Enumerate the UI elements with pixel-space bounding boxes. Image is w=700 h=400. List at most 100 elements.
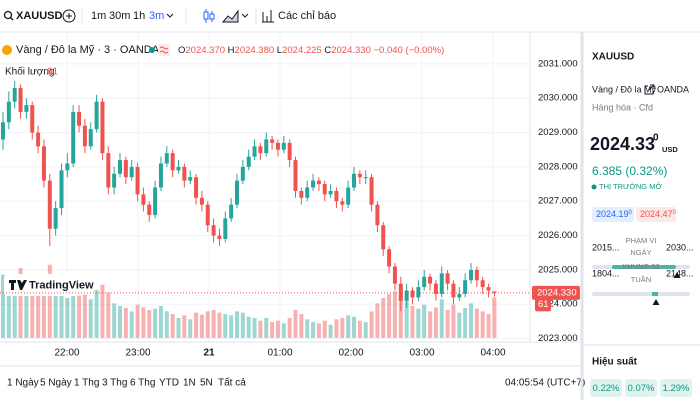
volume-bar <box>270 322 275 338</box>
candle-body <box>416 287 421 298</box>
day-range-fill <box>612 265 676 269</box>
volume-bar <box>170 314 175 338</box>
interval[interactable]: 1m <box>91 10 106 22</box>
ohlc-value: 2024.380 <box>235 45 275 56</box>
panel-status: THỊ TRƯỜNG MỞ <box>599 182 662 191</box>
candle-body <box>363 177 368 179</box>
logo: TradingView <box>29 279 94 291</box>
ohlc-key: L <box>277 45 282 56</box>
volume-bar <box>106 292 111 338</box>
volume-bar <box>486 314 491 338</box>
symbol-icon <box>2 45 12 55</box>
volume-bar <box>164 311 169 338</box>
ohlc-change: −0.040 (−0.00%) <box>374 45 445 56</box>
add-button[interactable] <box>62 9 76 23</box>
volume-bar <box>439 299 444 338</box>
candle-icon <box>203 11 209 20</box>
indicators-icon[interactable] <box>262 10 274 23</box>
volume-bar <box>240 312 245 338</box>
time-label: 22:00 <box>54 348 79 359</box>
candle-body <box>147 204 152 215</box>
range-button[interactable]: 5 Ngày <box>40 378 72 389</box>
candle-body <box>71 111 76 164</box>
range-button[interactable]: 6 Thg <box>130 378 155 389</box>
day-range-marker <box>673 272 681 278</box>
range-button[interactable]: 3 Thg <box>102 378 127 389</box>
volume-bar <box>217 312 222 338</box>
chevron[interactable] <box>241 13 249 18</box>
area-icon[interactable] <box>221 9 239 23</box>
candle-body <box>369 177 374 205</box>
candle-body <box>188 177 193 181</box>
candle-body <box>141 194 146 205</box>
interval-active[interactable]: 3m <box>149 10 164 22</box>
ohlc-key: H <box>228 45 235 56</box>
volume-bar <box>36 288 41 338</box>
volume-bar <box>369 311 374 338</box>
candle-body <box>410 290 415 298</box>
interval[interactable]: 1h <box>133 10 145 22</box>
price-tick-label: 2029.000 <box>538 127 578 138</box>
volume-bar <box>141 307 146 338</box>
range-button[interactable]: 5N <box>200 378 213 389</box>
volume-bar <box>129 311 134 338</box>
volume-bar <box>235 311 239 338</box>
link-icon[interactable] <box>644 84 655 95</box>
candle-body <box>486 287 491 291</box>
candle-body <box>422 276 427 288</box>
symbol[interactable]: XAUUSD <box>16 10 63 22</box>
ohlc-key: O <box>178 45 185 56</box>
panel-category: Hàng hóa · Cfd <box>592 102 653 112</box>
candle-body <box>445 273 450 284</box>
candle-body <box>41 146 46 181</box>
range-button[interactable]: Tất cả <box>218 377 246 389</box>
search-icon[interactable] <box>3 10 13 20</box>
volume-bar <box>252 318 257 338</box>
interval[interactable]: 30m <box>109 10 130 22</box>
status-dot <box>149 47 155 53</box>
candle-body <box>398 283 403 301</box>
range-button[interactable]: YTD <box>159 378 179 389</box>
price-tick-label: 2031.000 <box>538 58 578 69</box>
volume-bar <box>346 315 351 338</box>
candle-body <box>439 273 444 294</box>
time-label: 23:00 <box>125 348 150 359</box>
candle-body <box>375 204 380 226</box>
candle-body <box>387 249 392 267</box>
ohlc: O2024.370 H2024.380 L2024.225 C2024.330 … <box>178 45 444 56</box>
candle-body <box>47 180 52 229</box>
volume-bar <box>205 311 210 338</box>
legend-title: Vàng / Đô la Mỹ · 3 · OANDA <box>16 44 160 56</box>
candle-body <box>246 156 251 167</box>
range-button[interactable]: 1 Thg <box>74 378 99 389</box>
price-tick-label: 2026.000 <box>538 230 578 241</box>
volume-bar <box>229 315 234 338</box>
toolbar <box>0 0 700 32</box>
candle-body <box>59 170 64 209</box>
volume-bar <box>311 322 316 338</box>
volume-bar <box>24 291 29 338</box>
bid: 2024.190 <box>596 209 633 219</box>
range-button[interactable]: 1 Ngày <box>7 378 39 389</box>
candle-body <box>264 139 269 154</box>
price-tick-label: 2023.000 <box>538 333 578 344</box>
range-button[interactable]: 1N <box>183 378 196 389</box>
candle-body <box>281 142 286 150</box>
candle-body <box>30 105 35 133</box>
price-tick-label: 2024.000 <box>538 299 578 310</box>
time-label: 01:00 <box>267 348 292 359</box>
volume-bar <box>422 304 427 338</box>
bid-value: 2024.19 <box>596 209 629 219</box>
candle-body <box>404 290 409 301</box>
volume-bar <box>199 314 204 338</box>
chevron[interactable] <box>166 13 174 18</box>
volume-bar <box>381 298 386 338</box>
candle-body <box>258 146 263 154</box>
candle-body <box>451 283 456 298</box>
volume-bar <box>30 276 35 338</box>
candle-body <box>235 180 239 205</box>
candle-body <box>135 166 140 195</box>
volume-bar <box>469 303 473 338</box>
volume-bar <box>59 283 64 338</box>
indicators[interactable]: Các chỉ báo <box>278 10 336 22</box>
